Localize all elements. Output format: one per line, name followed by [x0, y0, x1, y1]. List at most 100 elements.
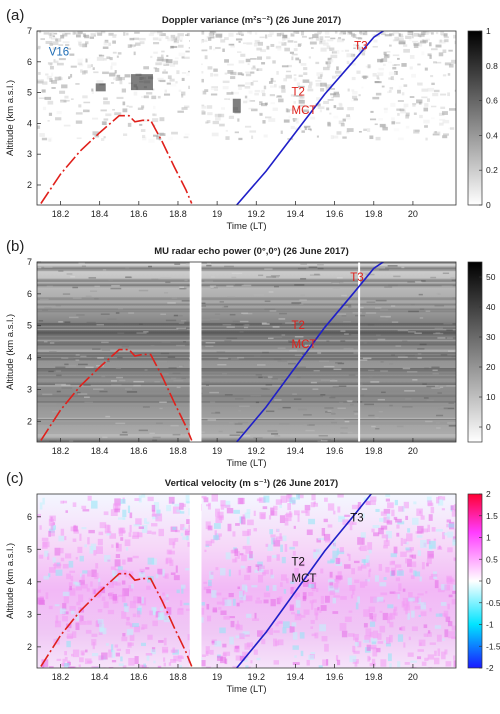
x-tick-label: 19.8 [365, 446, 383, 456]
velocity-cell [344, 514, 350, 517]
velocity-cell [420, 515, 425, 520]
velocity-cell [168, 496, 175, 504]
variance-cell [219, 123, 225, 127]
velocity-cell [98, 531, 104, 536]
echo-cell [407, 331, 416, 333]
variance-cell [334, 31, 338, 34]
echo-cell [168, 367, 177, 369]
variance-cell [330, 58, 334, 63]
velocity-cell [158, 665, 161, 668]
variance-cell [367, 64, 371, 69]
velocity-cell [289, 626, 295, 633]
variance-cell [310, 47, 314, 49]
velocity-cell [180, 524, 185, 531]
velocity-cell [155, 611, 159, 618]
echo-cell [138, 429, 148, 432]
echo-cell [274, 435, 281, 437]
variance-cell [330, 37, 336, 40]
echo-cell [228, 422, 234, 424]
colorbar-tick-label: 50 [486, 272, 496, 282]
variance-cell [106, 56, 111, 60]
echo-cell [324, 407, 334, 409]
variance-cell [293, 77, 297, 82]
variance-cell [268, 34, 273, 38]
variance-cell [248, 107, 254, 110]
variance-cell [63, 100, 67, 103]
velocity-cell [320, 605, 327, 611]
echo-cell [337, 407, 346, 410]
variance-cell [47, 62, 53, 65]
velocity-cell [393, 609, 396, 616]
echo-cell [165, 281, 171, 284]
echo-cell [97, 357, 104, 359]
echo-cell [300, 294, 305, 297]
velocity-cell [445, 661, 452, 667]
velocity-cell [287, 503, 291, 511]
variance-cell [426, 31, 431, 34]
echo-cell [266, 276, 277, 278]
echo-cell [117, 307, 124, 310]
variance-cell [78, 41, 82, 46]
chart-panel: 18.2 18.4 18.6 18.8 19 19.2 19.4 19.6 19.8 202345… [5, 238, 496, 469]
velocity-cell [181, 656, 184, 659]
velocity-cell [163, 637, 167, 646]
variance-cell [80, 69, 83, 73]
variance-cell [384, 110, 388, 114]
data-gap [189, 494, 202, 668]
variance-cell [47, 120, 50, 122]
velocity-cell [412, 517, 419, 525]
variance-cell [229, 97, 236, 101]
velocity-cell [41, 663, 45, 668]
velocity-cell [115, 542, 119, 548]
velocity-cell [98, 581, 101, 590]
velocity-cell [433, 657, 440, 665]
variance-cell [129, 37, 135, 41]
velocity-cell [387, 502, 394, 509]
velocity-cell [121, 595, 126, 603]
variance-cell [161, 58, 169, 62]
velocity-cell [434, 580, 439, 589]
echo-cell [111, 284, 120, 287]
velocity-cell [301, 615, 306, 618]
echo-cell [405, 354, 415, 357]
echo-cell [62, 293, 71, 295]
variance-cell [254, 92, 259, 96]
variance-cell [77, 31, 83, 35]
variance-cell [361, 86, 364, 89]
variance-cell [214, 31, 217, 34]
variance-cell [408, 38, 412, 41]
variance-cell [53, 59, 56, 62]
variance-cell [250, 108, 258, 112]
variance-cell [289, 108, 297, 111]
echo-cell [332, 386, 339, 388]
velocity-cell [371, 616, 377, 622]
velocity-cell [134, 625, 141, 633]
velocity-cell [52, 557, 56, 563]
velocity-cell [180, 532, 184, 537]
velocity-cell [411, 610, 415, 618]
velocity-cell [436, 496, 440, 504]
variance-cell [278, 85, 282, 89]
echo-cell [278, 422, 290, 425]
velocity-cell [45, 592, 49, 600]
variance-cell [290, 94, 296, 97]
variance-cell [409, 96, 415, 98]
velocity-cell [250, 660, 253, 664]
variance-cell [101, 138, 105, 141]
echo-cell [451, 279, 456, 281]
velocity-cell [368, 569, 371, 578]
velocity-cell [333, 537, 337, 545]
variance-cell [70, 73, 73, 78]
y-tick-label: 3 [27, 149, 32, 159]
velocity-cell [206, 666, 211, 668]
echo-cell [364, 403, 375, 406]
echo-cell [440, 406, 451, 408]
velocity-cell [60, 528, 65, 536]
velocity-cell [405, 558, 412, 564]
echo-cell [308, 266, 318, 268]
variance-cell [324, 31, 330, 35]
echo-cell [422, 383, 427, 385]
echo-layer [37, 382, 456, 386]
echo-cell [200, 302, 206, 305]
x-tick-label: 19 [212, 446, 222, 456]
